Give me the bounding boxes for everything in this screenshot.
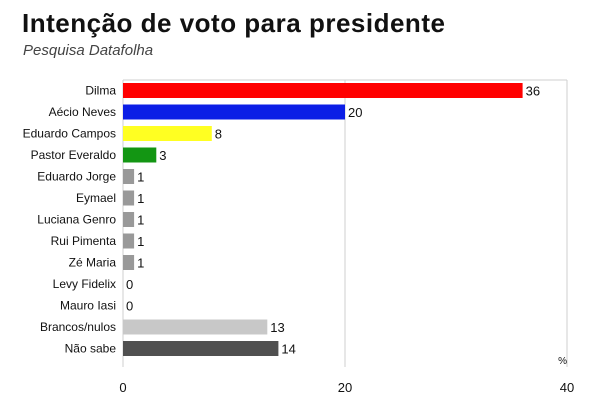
value-label-11: 13 [270,320,284,335]
category-label-5: Eymael [76,191,116,205]
bar-2 [123,126,212,141]
value-label-7: 1 [137,234,144,249]
value-label-2: 8 [215,127,222,142]
value-label-4: 1 [137,170,144,185]
category-label-11: Brancos/nulos [40,320,116,334]
bar-12 [123,341,279,356]
value-label-6: 1 [137,213,144,228]
bar-11 [123,319,268,335]
category-label-0: Dilma [85,84,116,98]
value-label-8: 1 [137,256,144,271]
bar-6 [123,212,135,227]
value-label-1: 20 [348,105,362,120]
category-label-10: Mauro Iasi [60,299,116,313]
category-label-12: Não sabe [65,342,117,356]
value-label-10: 0 [126,299,133,314]
value-label-0: 36 [526,84,540,99]
bar-4 [123,169,135,184]
value-label-9: 0 [126,277,133,292]
value-label-3: 3 [159,148,166,163]
unit-label: % [558,356,567,367]
category-label-7: Rui Pimenta [51,234,117,248]
category-label-3: Pastor Everaldo [31,148,117,162]
x-tick-label-2: 40 [560,380,574,395]
chart-title: Intenção de voto para presidente [22,8,446,38]
category-label-8: Zé Maria [69,256,117,270]
bar-8 [123,255,135,270]
value-label-12: 14 [281,342,295,357]
x-tick-label-1: 20 [338,380,352,395]
chart-subtitle: Pesquisa Datafolha [23,42,154,59]
category-label-6: Luciana Genro [37,213,116,227]
bar-7 [123,233,135,249]
bar-5 [123,190,135,206]
bar-1 [123,104,345,120]
bar-0 [123,83,523,98]
category-label-4: Eduardo Jorge [37,170,116,184]
value-label-5: 1 [137,191,144,206]
category-label-2: Eduardo Campos [23,127,116,141]
x-tick-label-0: 0 [119,380,126,395]
bar-3 [123,147,157,163]
category-label-1: Aécio Neves [49,105,116,119]
category-label-9: Levy Fidelix [53,277,116,291]
